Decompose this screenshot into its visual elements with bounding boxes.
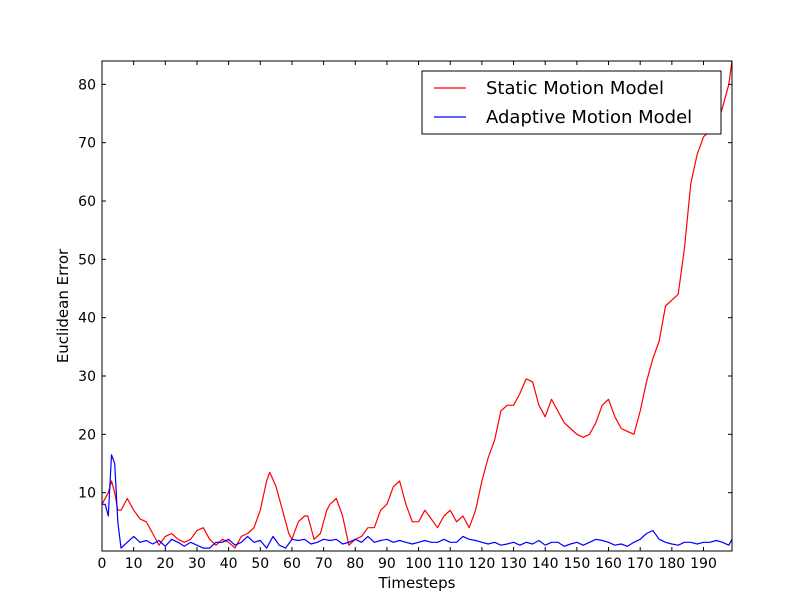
x-tick-label: 10: [125, 556, 143, 572]
x-tick-label: 160: [595, 556, 622, 572]
y-tick-label: 20: [78, 427, 96, 443]
x-tick-label: 120: [469, 556, 496, 572]
y-tick-label: 30: [78, 369, 96, 385]
legend-label-adaptive: Adaptive Motion Model: [486, 107, 692, 128]
x-tick-label: 110: [437, 556, 464, 572]
legend-label-static: Static Motion Model: [486, 78, 664, 99]
x-tick-label: 0: [98, 556, 107, 572]
x-tick-label: 150: [564, 556, 591, 572]
x-tick-label: 90: [378, 556, 396, 572]
y-tick-label: 80: [78, 77, 96, 93]
x-axis-label: Timesteps: [378, 574, 456, 592]
x-tick-label: 170: [627, 556, 654, 572]
y-tick-label: 70: [78, 136, 96, 152]
x-tick-label: 180: [658, 556, 685, 572]
axis-ticks: 0 10 20 30 40 50 60 70 80 90 100 110 120 130 140 150 160…: [78, 61, 732, 572]
x-tick-label: 100: [405, 556, 432, 572]
series-lines: [101, 60, 733, 549]
x-tick-label: 20: [156, 556, 174, 572]
series-line-adaptive: [102, 454, 733, 549]
y-tick-label: 40: [78, 311, 96, 327]
y-axis-label: Euclidean Error: [54, 248, 72, 363]
series-line-static: [101, 60, 733, 549]
x-tick-label: 140: [532, 556, 559, 572]
x-tick-label: 80: [346, 556, 364, 572]
x-tick-label: 130: [500, 556, 527, 572]
x-tick-label: 40: [220, 556, 238, 572]
y-tick-label: 60: [78, 194, 96, 210]
y-tick-label: 50: [78, 252, 96, 268]
x-tick-label: 60: [283, 556, 301, 572]
y-tick-label: 10: [78, 486, 96, 502]
legend-frame: [421, 70, 722, 135]
legend: Static Motion Model Adaptive Motion Mode…: [421, 70, 722, 135]
x-tick-label: 50: [251, 556, 269, 572]
plot-area-frame: [101, 60, 733, 552]
x-tick-label: 30: [188, 556, 206, 572]
x-tick-label: 70: [315, 556, 333, 572]
x-tick-label: 190: [690, 556, 717, 572]
